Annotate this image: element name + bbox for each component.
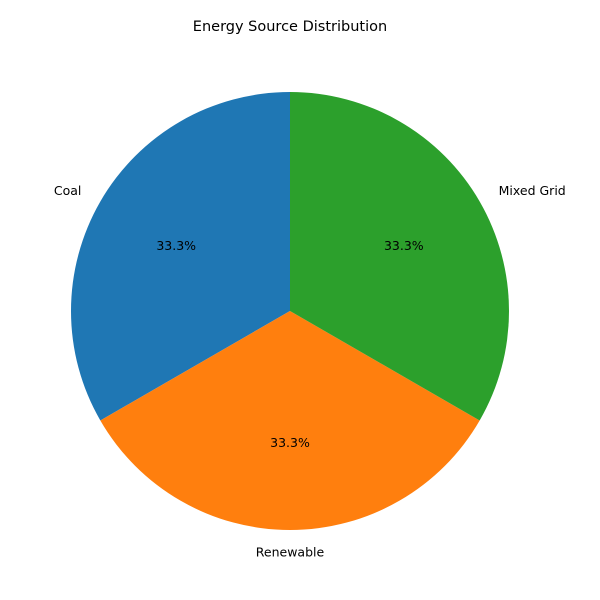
pie-category-label: Renewable bbox=[256, 544, 325, 559]
pie-percent-label: 33.3% bbox=[384, 238, 424, 253]
pie-category-label: Coal bbox=[54, 183, 82, 198]
pie-slice-renewable bbox=[100, 311, 480, 531]
chart-title: Energy Source Distribution bbox=[193, 19, 387, 35]
pie-percent-label: 33.3% bbox=[156, 238, 196, 253]
pie-category-label: Mixed Grid bbox=[499, 183, 566, 198]
pie-slices bbox=[70, 91, 510, 531]
pie-slice-mixed-grid bbox=[290, 91, 510, 421]
pie-slice-coal bbox=[70, 91, 290, 421]
pie-percent-label: 33.3% bbox=[270, 435, 310, 450]
pie-labels: 33.3% Coal 33.3% Renewable 33.3% Mixed Grid bbox=[54, 183, 566, 559]
